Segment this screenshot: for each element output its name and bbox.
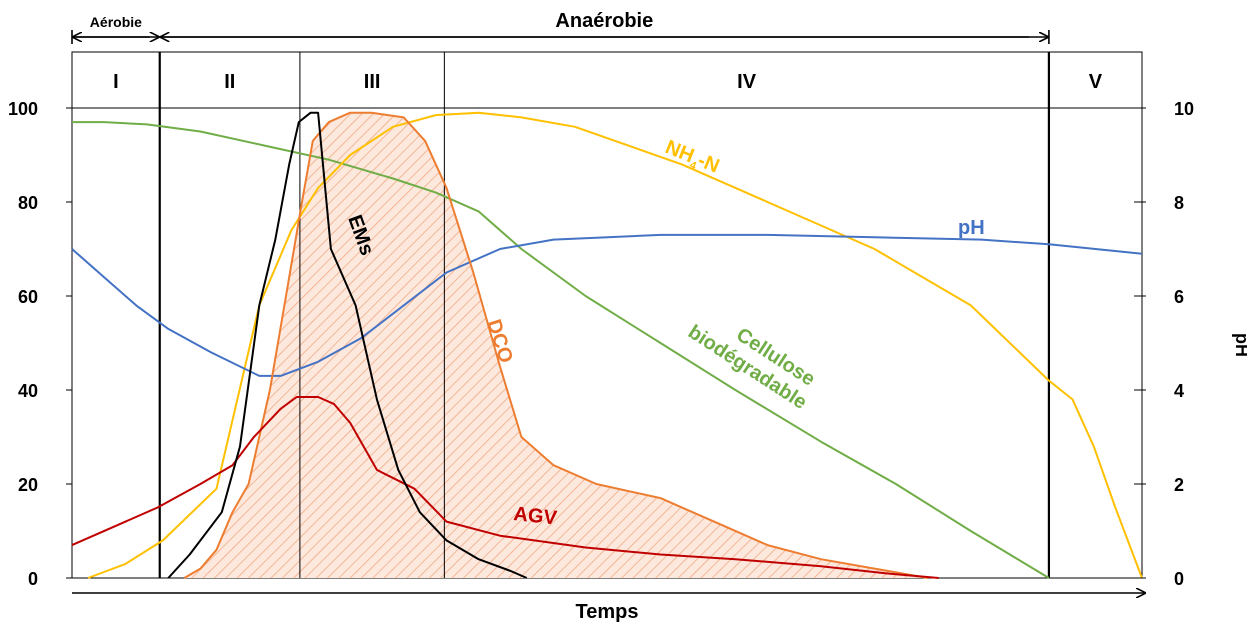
ytick-left-80: 80 xyxy=(18,193,38,213)
x-axis-label: Temps xyxy=(576,601,639,623)
phase-label-ii: II xyxy=(224,71,235,93)
series-label-cellulose: Cellulose biodégradable xyxy=(684,301,824,414)
series-label-nh4n: NH4-N xyxy=(661,136,722,180)
series-line-ems xyxy=(167,111,528,579)
phase-label-iii: III xyxy=(364,71,381,93)
series-fill-dco xyxy=(184,112,929,578)
ytick-right-0: 0 xyxy=(1174,569,1184,589)
anaerobie-label: Anaérobie xyxy=(555,10,653,32)
phase-label-i: I xyxy=(113,71,119,93)
y-axis-right-label: pH xyxy=(1232,333,1247,357)
aerobie-label: Aérobie xyxy=(90,14,142,30)
phase-label-v: V xyxy=(1089,71,1103,93)
series-line-cellulose-biodegradable xyxy=(72,121,1050,579)
ytick-left-100: 100 xyxy=(8,99,38,119)
series-line-agv xyxy=(71,396,939,579)
ytick-left-0: 0 xyxy=(28,569,38,589)
ytick-right-4: 4 xyxy=(1174,381,1184,401)
phase-label-iv: IV xyxy=(737,71,757,93)
ytick-right-10: 10 xyxy=(1174,99,1194,119)
ytick-right-8: 8 xyxy=(1174,193,1184,213)
series-line-nh4-n xyxy=(87,111,1143,579)
ytick-left-40: 40 xyxy=(18,381,38,401)
ytick-right-6: 6 xyxy=(1174,287,1184,307)
series-line-ph xyxy=(71,233,1143,377)
ytick-left-20: 20 xyxy=(18,475,38,495)
ytick-right-2: 2 xyxy=(1174,475,1184,495)
series-label-agv: AGV xyxy=(512,503,558,529)
series-label-ph: pH xyxy=(958,217,985,239)
series-line-dco xyxy=(183,111,929,579)
ytick-left-60: 60 xyxy=(18,287,38,307)
